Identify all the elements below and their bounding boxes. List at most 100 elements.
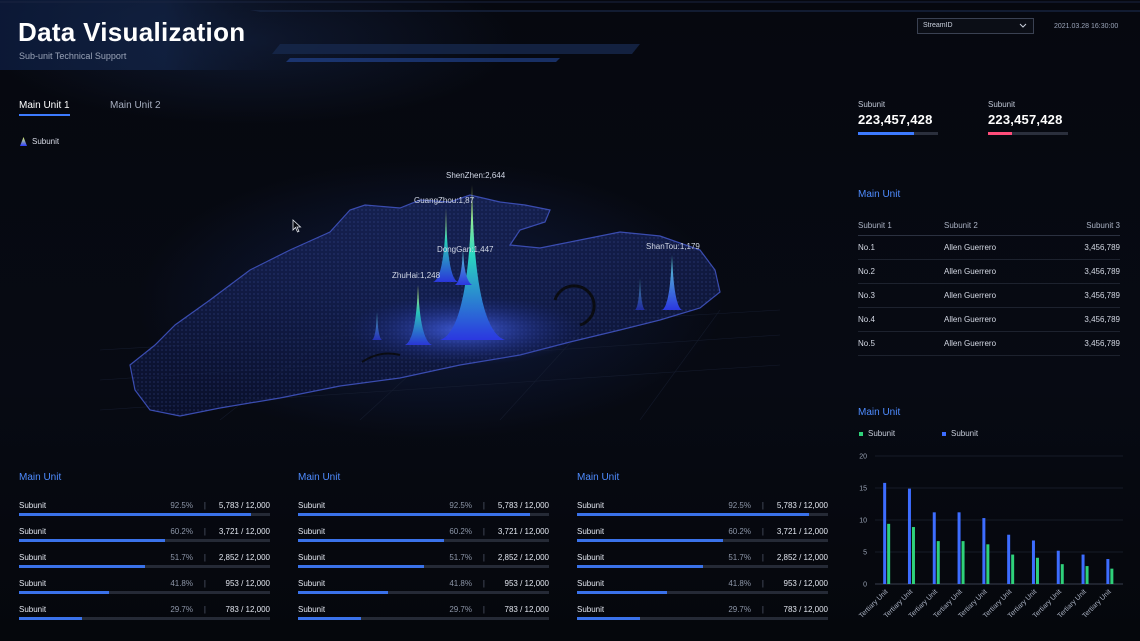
progress-label: Subunit	[577, 605, 605, 614]
progress-percent: 41.8%	[449, 579, 472, 588]
map-label-guangzhou: GuangZhou:1,87	[414, 196, 475, 205]
progress-fill	[19, 539, 166, 542]
y-tick-label: 20	[859, 454, 867, 461]
table-cell: Allen Guerrero	[944, 315, 997, 324]
table-body: No.1 Allen Guerrero 3,456,789 No.2 Allen Gue…	[858, 236, 1120, 356]
column-header: Subunit 2	[944, 220, 978, 230]
separator: |	[203, 553, 206, 562]
spike-zhuhai	[405, 285, 432, 345]
table-row[interactable]: No.5 Allen Guerrero 3,456,789	[858, 332, 1120, 356]
separator: |	[203, 501, 206, 510]
progress-value: 953 / 12,000	[225, 579, 270, 588]
table-row[interactable]: No.2 Allen Guerrero 3,456,789	[858, 260, 1120, 284]
bar-blue	[982, 518, 986, 584]
bar-blue	[1081, 554, 1085, 584]
progress-value: 783 / 12,000	[504, 605, 549, 614]
progress-track	[298, 565, 549, 568]
panel-title: Main Unit	[577, 472, 620, 483]
loading-spinner	[553, 284, 596, 327]
progress-percent: 41.8%	[728, 579, 751, 588]
progress-row: Subunit 51.7% | 2,852 / 12,000	[577, 544, 828, 570]
progress-percent: 51.7%	[728, 553, 751, 562]
progress-value: 5,783 / 12,000	[776, 501, 828, 510]
legend-item: Subunit	[942, 429, 978, 438]
progress-percent: 29.7%	[170, 605, 193, 614]
region-map[interactable]	[100, 160, 780, 420]
progress-fill	[577, 617, 640, 620]
progress-percent: 60.2%	[449, 527, 472, 536]
progress-track	[19, 565, 270, 568]
table-header: Subunit 1 Subunit 2 Subunit 3	[858, 215, 1120, 236]
kpi-progress-fill	[858, 132, 914, 135]
ranking-table: Subunit 1 Subunit 2 Subunit 3 No.1 Allen …	[858, 215, 1120, 356]
legend-label: Subunit	[868, 429, 896, 438]
progress-track	[19, 513, 270, 516]
stream-select[interactable]: StreamID	[917, 18, 1034, 34]
table-row[interactable]: No.4 Allen Guerrero 3,456,789	[858, 308, 1120, 332]
kpi-value: 223,457,428	[988, 112, 1063, 127]
progress-fill	[19, 591, 110, 594]
table-row[interactable]: No.1 Allen Guerrero 3,456,789	[858, 236, 1120, 260]
separator: |	[761, 527, 764, 536]
bar-blue	[1056, 550, 1060, 584]
tab-main-unit-2[interactable]: Main Unit 2	[110, 100, 161, 111]
progress-row: Subunit 29.7% | 783 / 12,000	[298, 596, 549, 622]
progress-row: Subunit 41.8% | 953 / 12,000	[19, 570, 270, 596]
spike-minor	[372, 312, 382, 340]
progress-label: Subunit	[19, 553, 47, 562]
table-cell: No.4	[858, 315, 875, 324]
page-title: Data Visualization	[18, 17, 246, 47]
progress-row: Subunit 92.5% | 5,783 / 12,000	[577, 492, 828, 518]
separator: |	[761, 579, 764, 588]
kpi-progress-bar	[858, 132, 938, 135]
table-row[interactable]: No.3 Allen Guerrero 3,456,789	[858, 284, 1120, 308]
datetime: 2021.03.28 16:30:00	[1054, 23, 1119, 30]
progress-label: Subunit	[298, 605, 326, 614]
bar-blue	[1007, 534, 1011, 584]
mouse-cursor-icon	[292, 219, 302, 233]
ranking-title: Main Unit	[858, 189, 901, 200]
progress-value: 953 / 12,000	[504, 579, 549, 588]
table-cell: No.1	[858, 243, 875, 252]
progress-fill	[577, 513, 810, 516]
spike-shenzhen	[440, 185, 505, 340]
progress-percent: 92.5%	[170, 501, 193, 510]
column-header: Subunit 1	[858, 220, 892, 230]
progress-row: Subunit 92.5% | 5,783 / 12,000	[19, 492, 270, 518]
bar-blue	[932, 512, 936, 584]
kpi-label: Subunit	[988, 100, 1016, 109]
progress-label: Subunit	[298, 527, 326, 536]
progress-value: 3,721 / 12,000	[497, 527, 549, 536]
progress-percent: 92.5%	[449, 501, 472, 510]
y-tick-label: 0	[863, 582, 867, 589]
progress-fill	[298, 513, 531, 516]
spike-donggan	[455, 248, 472, 285]
progress-label: Subunit	[298, 553, 326, 562]
progress-percent: 60.2%	[728, 527, 751, 536]
progress-track	[577, 565, 828, 568]
progress-value: 5,783 / 12,000	[497, 501, 549, 510]
tab-main-unit-1[interactable]: Main Unit 1	[19, 100, 70, 111]
bar-green	[1035, 557, 1039, 584]
progress-fill	[577, 591, 668, 594]
progress-row: Subunit 41.8% | 953 / 12,000	[577, 570, 828, 596]
progress-label: Subunit	[577, 501, 605, 510]
progress-row: Subunit 60.2% | 3,721 / 12,000	[298, 518, 549, 544]
progress-panel: Main Unit Subunit 92.5% | 5,783 / 12,000 Subu…	[577, 472, 828, 622]
progress-value: 783 / 12,000	[783, 605, 828, 614]
chevron-down-icon	[1019, 23, 1027, 28]
progress-label: Subunit	[577, 527, 605, 536]
separator: |	[482, 605, 485, 614]
table-cell: 3,456,789	[1084, 339, 1120, 348]
bar-green	[1085, 566, 1089, 584]
separator: |	[203, 579, 206, 588]
progress-row: Subunit 41.8% | 953 / 12,000	[298, 570, 549, 596]
map-label-shenzhen: ShenZhen:2,644	[446, 171, 506, 180]
bar-green	[1060, 564, 1064, 584]
progress-fill	[577, 539, 724, 542]
table-cell: Allen Guerrero	[944, 339, 997, 348]
progress-label: Subunit	[19, 605, 47, 614]
kpi-value: 223,457,428	[858, 112, 933, 127]
progress-row: Subunit 60.2% | 3,721 / 12,000	[577, 518, 828, 544]
separator: |	[761, 501, 764, 510]
